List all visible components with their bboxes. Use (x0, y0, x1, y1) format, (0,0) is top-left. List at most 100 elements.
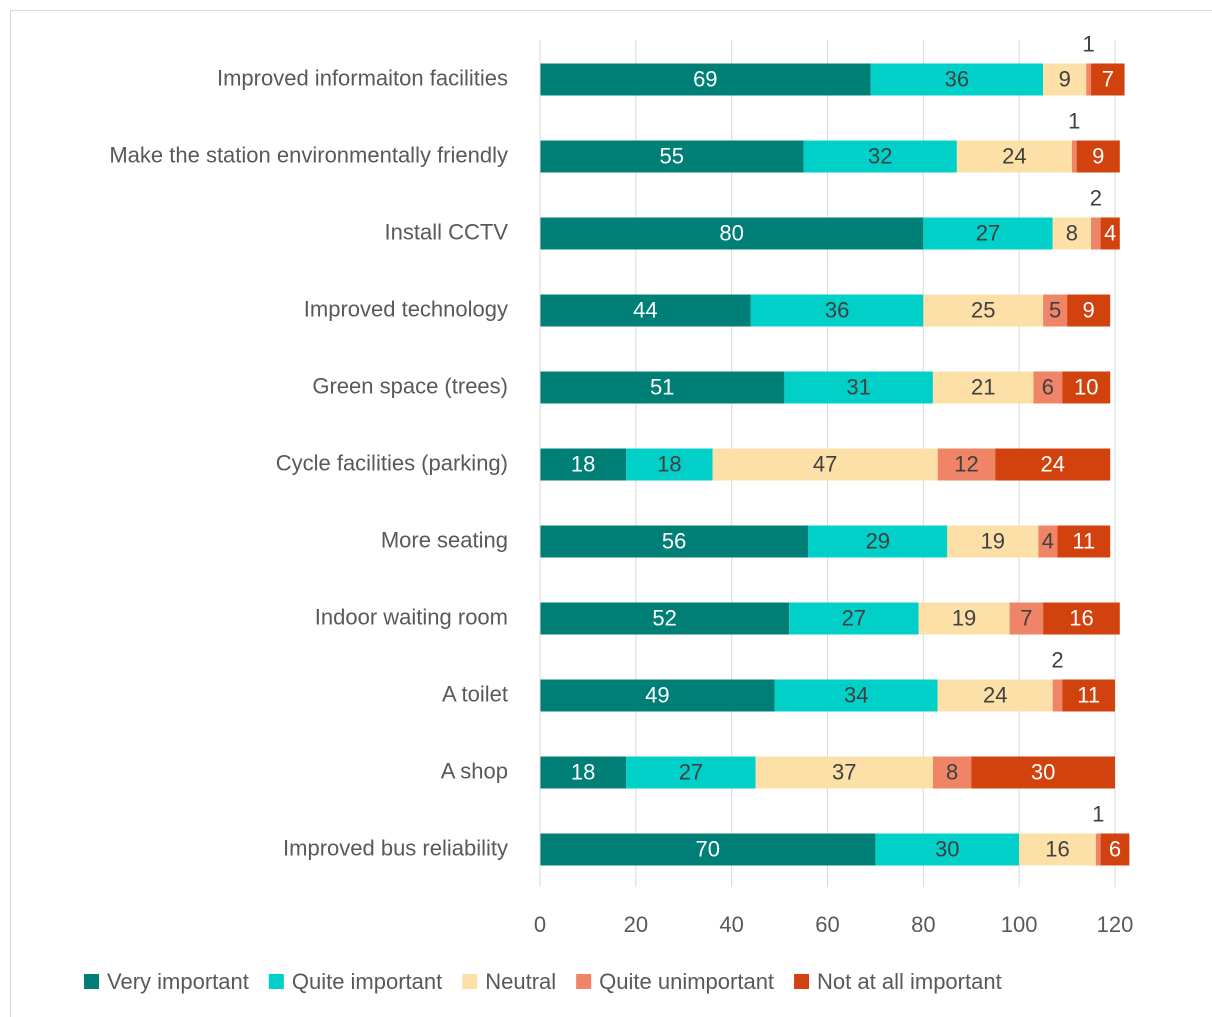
legend-label: Very important (107, 969, 249, 994)
y-tick-label: Make the station environmentally friendl… (109, 142, 508, 167)
bar-segment (789, 602, 919, 635)
data-label: 11 (1072, 528, 1095, 553)
x-tick-label: 120 (1097, 912, 1134, 937)
y-tick-label: Improved technology (304, 296, 508, 321)
bar-segment (1062, 371, 1111, 404)
bar-segment (540, 371, 785, 404)
legend-swatch (84, 974, 99, 989)
data-label: 18 (657, 451, 681, 476)
data-label: 16 (1069, 605, 1093, 630)
bar-segment (995, 448, 1111, 481)
data-label: 25 (971, 297, 995, 322)
data-label: 9 (1083, 297, 1095, 322)
legend-label: Quite unimportant (599, 969, 774, 994)
bar-segment (540, 833, 876, 866)
bar-segment (1038, 525, 1058, 558)
data-label: 44 (633, 297, 657, 322)
bar-segment (1052, 217, 1092, 250)
legend-swatch (268, 974, 284, 989)
bar-segment (956, 140, 1072, 173)
bar-segment (540, 140, 804, 173)
bar-segment (774, 679, 938, 712)
bar-segment (932, 756, 972, 789)
bar-segment (971, 756, 1115, 789)
data-label: 56 (662, 528, 686, 553)
data-label: 36 (825, 297, 849, 322)
y-tick-label: Install CCTV (385, 219, 509, 244)
x-tick-label: 100 (1001, 912, 1038, 937)
bar-segment (937, 448, 996, 481)
chart-border (10, 10, 1212, 1017)
data-label: 2 (1051, 647, 1063, 672)
bar-segment (1043, 63, 1087, 96)
data-label: 16 (1045, 836, 1069, 861)
bar-segment (947, 525, 1039, 558)
data-label: 29 (866, 528, 890, 553)
data-label: 51 (650, 374, 674, 399)
bar-segment (540, 679, 775, 712)
data-label: 36 (945, 66, 969, 91)
data-label: 1 (1068, 108, 1080, 133)
data-label: 27 (842, 605, 866, 630)
data-label: 18 (571, 451, 595, 476)
bar-segment (1076, 140, 1120, 173)
data-label: 70 (695, 836, 719, 861)
data-label: 12 (954, 451, 978, 476)
data-label: 27 (679, 759, 703, 784)
bar-segment (923, 294, 1044, 327)
legend-swatch (462, 974, 478, 989)
y-tick-label: More seating (381, 527, 508, 552)
bar-segment (1057, 525, 1111, 558)
legend-swatch (794, 974, 810, 989)
bar-segment (755, 756, 933, 789)
data-label: 27 (976, 220, 1000, 245)
bar-segment (1095, 833, 1101, 866)
data-label: 19 (981, 528, 1005, 553)
bar-segment (540, 294, 751, 327)
bar-segment (923, 217, 1053, 250)
bar-segment (1091, 217, 1101, 250)
y-tick-label: A shop (441, 758, 508, 783)
data-label: 37 (832, 759, 856, 784)
legend-label: Not at all important (817, 969, 1002, 994)
data-label: 1 (1092, 801, 1104, 826)
x-tick-label: 60 (815, 912, 839, 937)
bar-segment (626, 448, 713, 481)
x-tick-label: 40 (719, 912, 743, 937)
y-tick-label: Indoor waiting room (315, 604, 508, 629)
data-label: 9 (1092, 143, 1104, 168)
bar-segment (1043, 602, 1120, 635)
bar-segment (918, 602, 1010, 635)
bar-segment (1100, 217, 1120, 250)
data-label: 21 (971, 374, 995, 399)
bar-segment (1091, 63, 1125, 96)
bar-segment (1100, 833, 1130, 866)
bar-segment (870, 63, 1044, 96)
legend-label: Quite important (292, 969, 442, 994)
data-label: 52 (652, 605, 676, 630)
data-label: 30 (935, 836, 959, 861)
y-tick-label: Improved informaiton facilities (217, 65, 508, 90)
data-label: 2 (1090, 185, 1102, 210)
bar-segment (808, 525, 948, 558)
data-label: 4 (1104, 220, 1116, 245)
bar-segment (540, 525, 809, 558)
data-label: 34 (844, 682, 868, 707)
y-tick-label: Green space (trees) (312, 373, 508, 398)
bar-segment (540, 217, 924, 250)
data-label: 5 (1049, 297, 1061, 322)
bar-segment (1052, 679, 1063, 712)
data-label: 11 (1077, 682, 1100, 707)
data-label: 55 (660, 143, 684, 168)
data-label: 7 (1020, 605, 1032, 630)
bar-segment (932, 371, 1034, 404)
x-tick-label: 20 (624, 912, 648, 937)
bar-segment (540, 756, 627, 789)
y-tick-label: A toilet (442, 681, 508, 706)
data-label: 24 (1002, 143, 1026, 168)
data-label: 8 (946, 759, 958, 784)
y-tick-label: Cycle facilities (parking) (276, 450, 508, 475)
data-label: 31 (846, 374, 870, 399)
data-label: 18 (571, 759, 595, 784)
data-label: 6 (1042, 374, 1054, 399)
